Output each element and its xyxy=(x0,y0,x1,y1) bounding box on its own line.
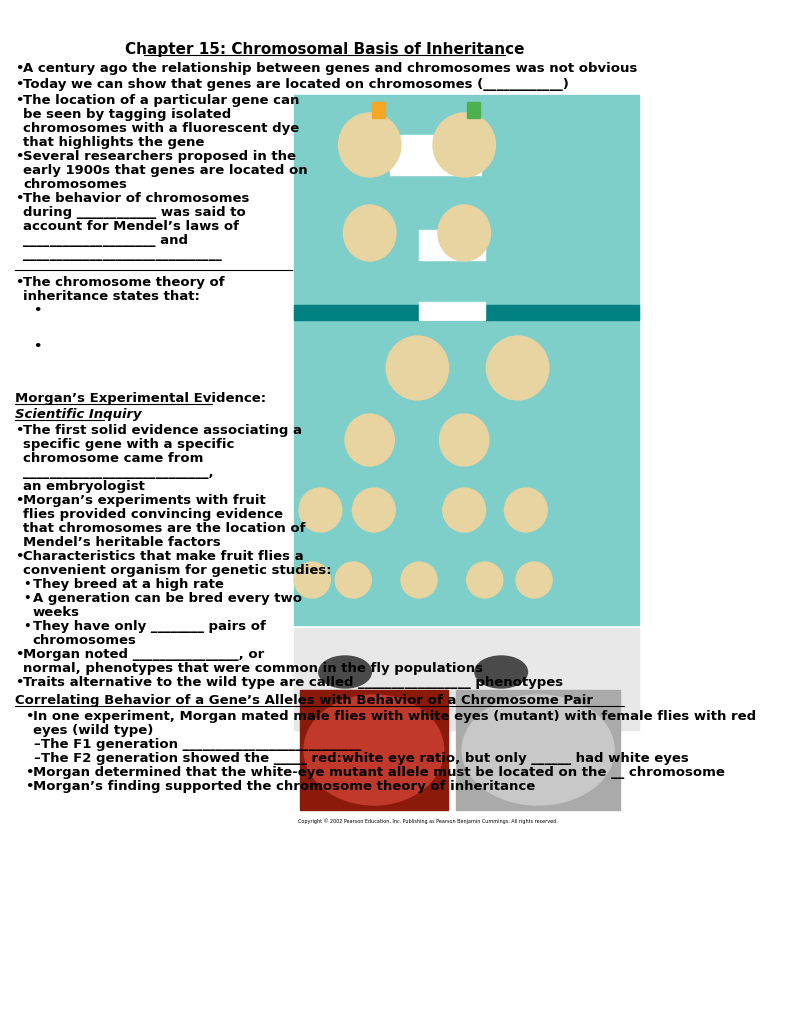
Text: Chapter 15: Chromosomal Basis of Inheritance: Chapter 15: Chromosomal Basis of Inherit… xyxy=(125,42,524,57)
Text: account for Mendel’s laws of: account for Mendel’s laws of xyxy=(23,220,239,233)
Ellipse shape xyxy=(353,488,396,532)
Ellipse shape xyxy=(467,562,503,598)
Text: •: • xyxy=(23,620,31,633)
Text: •: • xyxy=(33,304,41,317)
Text: Morgan’s finding supported the chromosome theory of inheritance: Morgan’s finding supported the chromosom… xyxy=(33,780,536,793)
Bar xyxy=(294,95,639,625)
Text: be seen by tagging isolated: be seen by tagging isolated xyxy=(23,108,231,121)
Ellipse shape xyxy=(335,562,371,598)
Ellipse shape xyxy=(386,336,448,400)
Text: A generation can be bred every two: A generation can be bred every two xyxy=(33,592,302,605)
Text: In one experiment, Morgan mated male flies with white eyes (mutant) with female : In one experiment, Morgan mated male fli… xyxy=(33,710,756,723)
Text: •: • xyxy=(25,766,33,779)
Ellipse shape xyxy=(319,656,371,688)
Text: Several researchers proposed in the: Several researchers proposed in the xyxy=(23,150,296,163)
Bar xyxy=(419,302,485,319)
Ellipse shape xyxy=(299,488,342,532)
Ellipse shape xyxy=(345,414,395,466)
Ellipse shape xyxy=(462,695,614,805)
Ellipse shape xyxy=(339,113,401,177)
Text: Traits alternative to the wild type are called _________________ phenotypes: Traits alternative to the wild type are … xyxy=(23,676,563,689)
Text: Mendel’s heritable factors: Mendel’s heritable factors xyxy=(23,536,221,549)
Text: early 1900s that genes are located on: early 1900s that genes are located on xyxy=(23,164,308,177)
Bar xyxy=(373,102,385,118)
Text: Morgan’s Experimental Evidence:: Morgan’s Experimental Evidence: xyxy=(15,392,266,406)
Text: Characteristics that make fruit flies a: Characteristics that make fruit flies a xyxy=(23,550,304,563)
Ellipse shape xyxy=(443,488,486,532)
Text: •: • xyxy=(15,62,23,75)
Ellipse shape xyxy=(294,562,331,598)
Text: eyes (wild type): eyes (wild type) xyxy=(33,724,153,737)
Ellipse shape xyxy=(516,562,552,598)
Ellipse shape xyxy=(438,205,490,261)
Text: •: • xyxy=(15,676,23,689)
Ellipse shape xyxy=(343,205,396,261)
Bar xyxy=(294,628,639,730)
Text: convenient organism for genetic studies:: convenient organism for genetic studies: xyxy=(23,564,331,577)
Text: ____________________ and: ____________________ and xyxy=(23,234,188,247)
Text: The F1 generation ___________________________: The F1 generation ______________________… xyxy=(41,738,361,751)
Bar xyxy=(294,305,639,319)
Text: •: • xyxy=(23,578,31,591)
Text: weeks: weeks xyxy=(33,606,80,618)
Text: Copyright © 2002 Pearson Education, Inc. Publishing as Pearson Benjamin Cummings: Copyright © 2002 Pearson Education, Inc.… xyxy=(298,818,558,823)
Text: Today we can show that genes are located on chromosomes (____________): Today we can show that genes are located… xyxy=(23,78,569,91)
Text: The chromosome theory of: The chromosome theory of xyxy=(23,276,225,289)
Text: –: – xyxy=(33,752,40,765)
Text: •: • xyxy=(33,340,41,353)
Text: •: • xyxy=(15,193,23,205)
Text: ____________________________,: ____________________________, xyxy=(23,466,214,479)
Text: The first solid evidence associating a: The first solid evidence associating a xyxy=(23,424,302,437)
Text: •: • xyxy=(15,276,23,289)
Text: chromosomes: chromosomes xyxy=(33,634,137,647)
Ellipse shape xyxy=(505,488,547,532)
Ellipse shape xyxy=(433,113,495,177)
Text: flies provided convincing evidence: flies provided convincing evidence xyxy=(23,508,283,521)
Text: chromosomes: chromosomes xyxy=(23,178,127,191)
Text: ______________________________: ______________________________ xyxy=(23,248,221,261)
Bar xyxy=(467,102,480,118)
Text: •: • xyxy=(25,710,33,723)
Text: Scientific Inquiry: Scientific Inquiry xyxy=(15,408,142,421)
Ellipse shape xyxy=(475,656,528,688)
Text: •: • xyxy=(15,494,23,507)
Bar xyxy=(390,135,481,175)
Text: A century ago the relationship between genes and chromosomes was not obvious: A century ago the relationship between g… xyxy=(23,62,638,75)
Text: •: • xyxy=(15,78,23,91)
Bar xyxy=(419,230,485,260)
Text: •: • xyxy=(23,592,31,605)
Text: They breed at a high rate: They breed at a high rate xyxy=(33,578,224,591)
Text: Morgan’s experiments with fruit: Morgan’s experiments with fruit xyxy=(23,494,266,507)
Text: The location of a particular gene can: The location of a particular gene can xyxy=(23,94,299,106)
Text: –: – xyxy=(33,738,40,751)
Text: They have only ________ pairs of: They have only ________ pairs of xyxy=(33,620,266,633)
Bar xyxy=(300,690,448,810)
Text: chromosomes with a fluorescent dye: chromosomes with a fluorescent dye xyxy=(23,122,299,135)
Text: specific gene with a specific: specific gene with a specific xyxy=(23,438,234,451)
Text: •: • xyxy=(15,550,23,563)
Ellipse shape xyxy=(440,414,489,466)
Text: an embryologist: an embryologist xyxy=(23,480,145,493)
Text: Morgan noted ________________, or: Morgan noted ________________, or xyxy=(23,648,264,662)
Text: normal, phenotypes that were common in the fly populations: normal, phenotypes that were common in t… xyxy=(23,662,483,675)
Text: during ____________ was said to: during ____________ was said to xyxy=(23,206,246,219)
Text: that highlights the gene: that highlights the gene xyxy=(23,136,204,150)
Text: Correlating Behavior of a Gene’s Alleles with Behavior of a Chromosome Pair: Correlating Behavior of a Gene’s Alleles… xyxy=(15,694,592,707)
Text: •: • xyxy=(15,648,23,662)
Text: inheritance states that:: inheritance states that: xyxy=(23,290,200,303)
Text: •: • xyxy=(15,150,23,163)
Ellipse shape xyxy=(304,695,444,805)
Text: chromosome came from: chromosome came from xyxy=(23,452,203,465)
Ellipse shape xyxy=(486,336,549,400)
Text: The behavior of chromosomes: The behavior of chromosomes xyxy=(23,193,249,205)
Bar xyxy=(456,690,620,810)
Text: The F2 generation showed the _____ red:white eye ratio, but only ______ had whit: The F2 generation showed the _____ red:w… xyxy=(41,752,689,765)
Text: •: • xyxy=(15,424,23,437)
Ellipse shape xyxy=(401,562,437,598)
Text: •: • xyxy=(25,780,33,793)
Text: that chromosomes are the location of: that chromosomes are the location of xyxy=(23,522,305,535)
Text: Morgan determined that the white-eye mutant allele must be located on the __ chr: Morgan determined that the white-eye mut… xyxy=(33,766,725,779)
Text: •: • xyxy=(15,94,23,106)
